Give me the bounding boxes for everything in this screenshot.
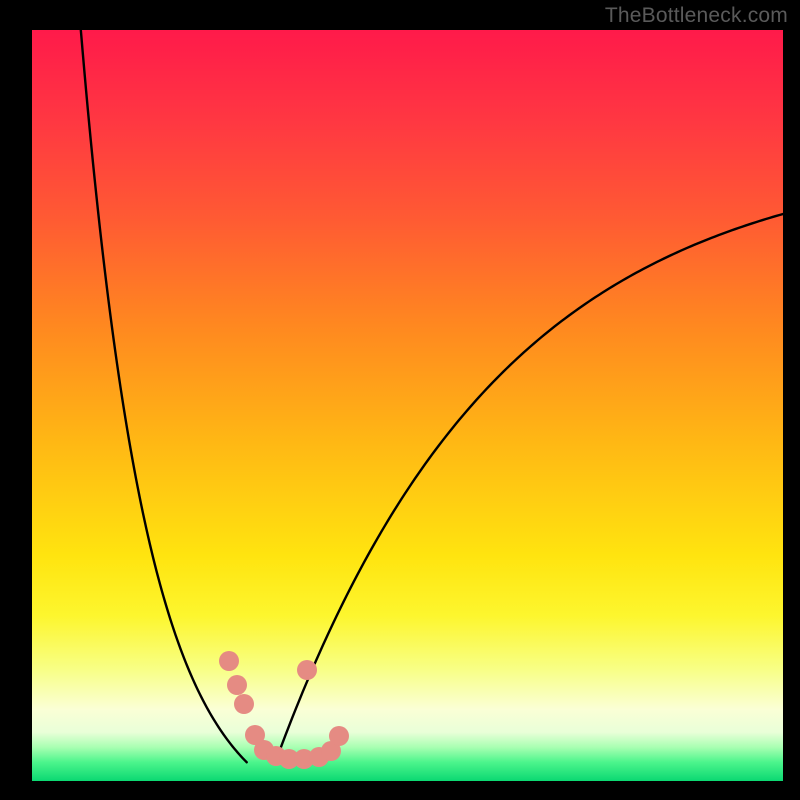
watermark-text: TheBottleneck.com bbox=[605, 4, 788, 28]
plot-background bbox=[32, 30, 783, 781]
data-marker bbox=[227, 675, 247, 695]
data-marker bbox=[297, 660, 317, 680]
data-marker bbox=[329, 726, 349, 746]
data-marker bbox=[219, 651, 239, 671]
bottleneck-plot bbox=[32, 30, 783, 781]
plot-svg bbox=[32, 30, 783, 781]
chart-frame: TheBottleneck.com bbox=[0, 0, 800, 800]
data-marker bbox=[234, 694, 254, 714]
